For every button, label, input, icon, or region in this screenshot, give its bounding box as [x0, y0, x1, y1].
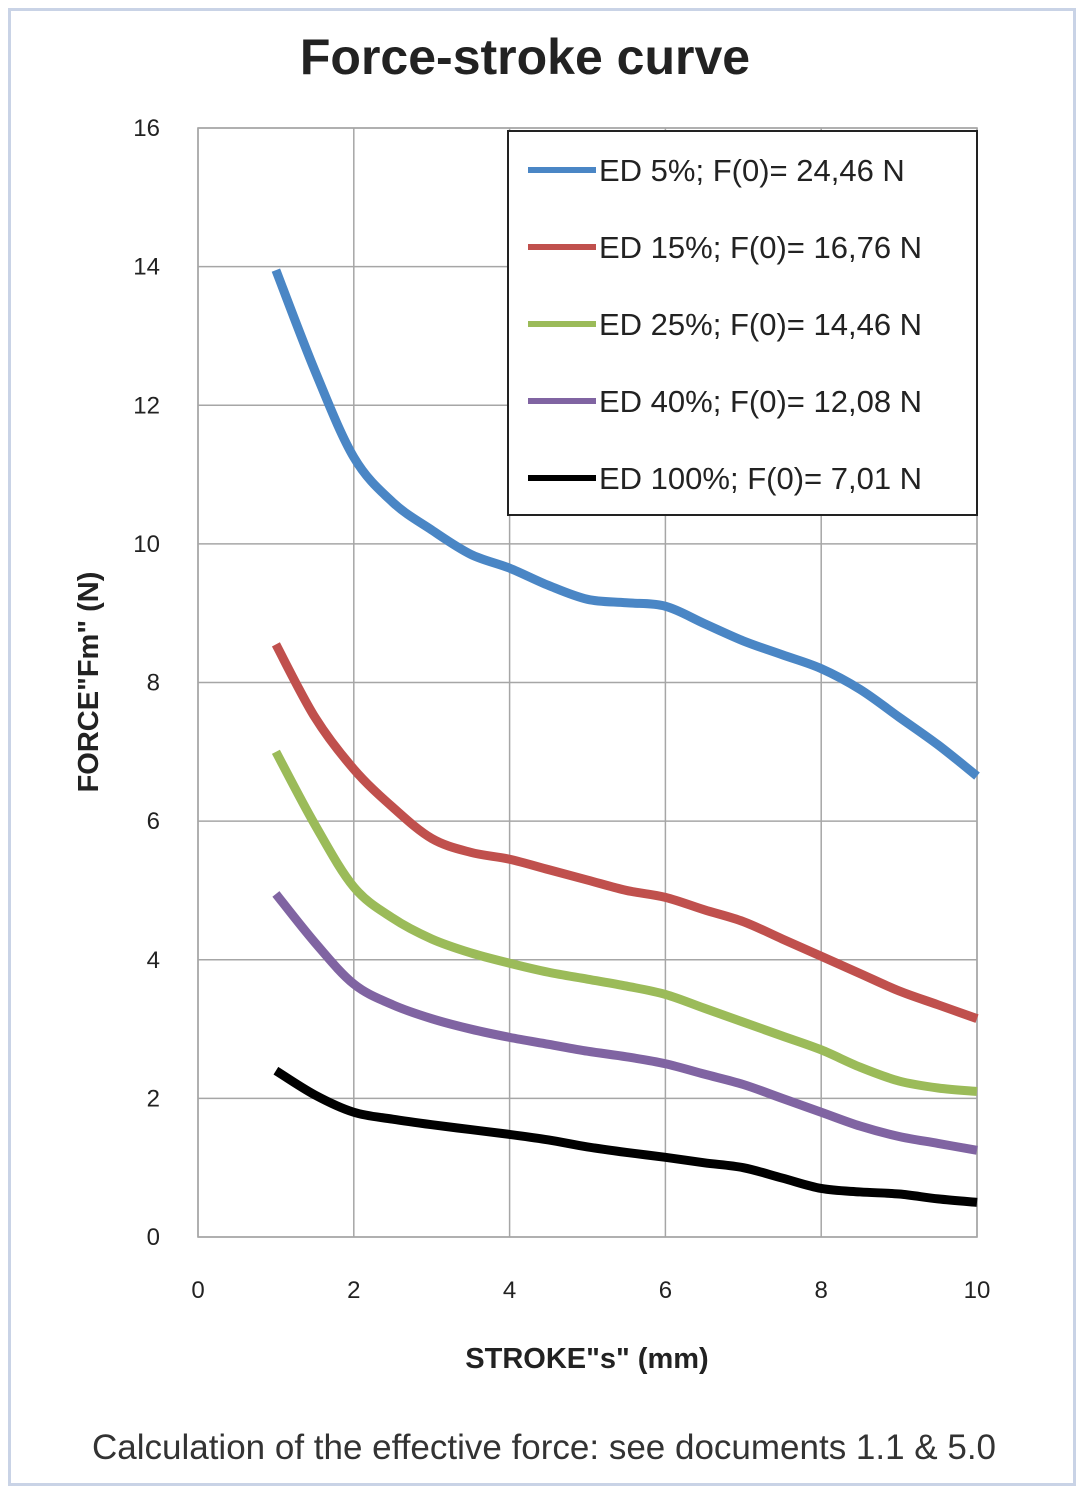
chart-title: Force-stroke curve — [300, 29, 750, 85]
y-tick-label: 10 — [133, 531, 160, 558]
x-tick-label: 10 — [964, 1277, 991, 1304]
legend-entry-5: ED 100%; F(0)= 7,01 N — [599, 461, 922, 496]
legend-entry-1: ED 5%; F(0)= 24,46 N — [599, 153, 905, 188]
legend-entry-4: ED 40%; F(0)= 12,08 N — [599, 384, 922, 419]
y-tick-label: 6 — [147, 808, 160, 835]
x-tick-label: 2 — [347, 1277, 360, 1304]
x-tick-label: 6 — [659, 1277, 672, 1304]
y-tick-label: 2 — [147, 1085, 160, 1112]
y-tick-label: 12 — [133, 392, 160, 419]
y-tick-label: 0 — [147, 1224, 160, 1251]
legend: ED 5%; F(0)= 24,46 N ED 15%; F(0)= 16,76 … — [507, 130, 978, 516]
series-line-4 — [272, 891, 978, 1155]
x-tick-label: 0 — [191, 1277, 204, 1304]
series-line-5 — [273, 1066, 978, 1207]
x-tick-label: 4 — [503, 1277, 516, 1304]
series-line-1 — [271, 268, 980, 780]
series-line-2 — [271, 642, 979, 1023]
y-axis-label: FORCE"Fm" (N) — [73, 572, 105, 793]
x-tick-label: 8 — [815, 1277, 828, 1304]
y-tick-label: 8 — [147, 670, 160, 697]
legend-entry-3: ED 25%; F(0)= 14,46 N — [599, 307, 922, 342]
series-line-3 — [271, 749, 978, 1096]
footnote: Calculation of the effective force: see … — [91, 1428, 997, 1467]
y-tick-label: 14 — [133, 254, 160, 281]
legend-entry-2: ED 15%; F(0)= 16,76 N — [599, 230, 922, 265]
y-tick-label: 16 — [133, 115, 160, 142]
y-tick-label: 4 — [147, 947, 160, 974]
force-stroke-chart: 0 2 4 6 8 10 12 14 16 0 2 4 6 8 10 Force-stroke curve ST… — [73, 29, 991, 1375]
x-axis-label: STROKE"s" (mm) — [465, 1343, 708, 1375]
